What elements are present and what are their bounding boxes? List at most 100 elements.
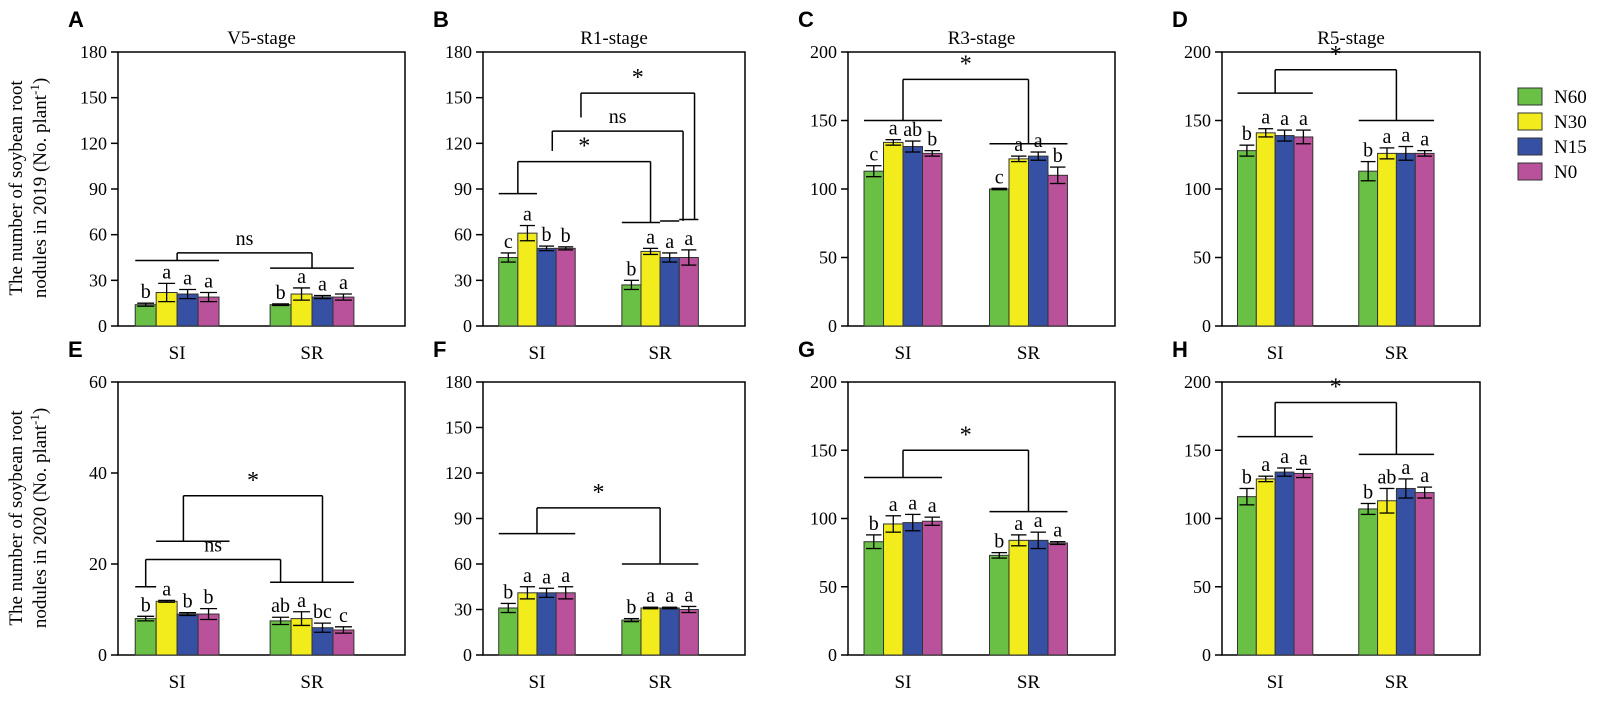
bar-SI-N60: [1236, 150, 1257, 327]
y-tick-label: 180: [80, 42, 107, 62]
bar-SR-N60: [1358, 508, 1379, 656]
significance-letter: b: [503, 581, 513, 603]
y-axis-label-line1: The number of soybean root: [6, 80, 27, 296]
x-category-label: SI: [529, 672, 546, 693]
y-tick-label: 60: [454, 225, 472, 245]
significance-letter: a: [1383, 126, 1392, 148]
significance-letter: a: [665, 585, 674, 607]
significance-letter: a: [204, 271, 213, 293]
comparison-label: *: [1330, 374, 1342, 400]
x-category-label: SR: [300, 343, 324, 364]
significance-letter: a: [1053, 520, 1062, 542]
significance-letter: a: [523, 565, 532, 587]
significance-letter: a: [1420, 465, 1429, 487]
legend-label: N60: [1554, 87, 1587, 108]
x-category-label: SI: [169, 343, 186, 364]
significance-letter: c: [339, 605, 348, 627]
comparison-label: *: [593, 480, 605, 506]
panel-letter: H: [1172, 337, 1188, 362]
y-tick-label: 200: [810, 372, 837, 392]
significance-letter: b: [204, 587, 214, 609]
x-category-label: SR: [1017, 343, 1041, 364]
y-tick-label: 0: [1202, 316, 1211, 336]
significance-letter: a: [523, 204, 532, 226]
significance-letter: a: [1261, 454, 1270, 476]
bar-SI-N0: [921, 520, 943, 656]
bar-SR-N0: [678, 257, 699, 327]
y-axis-label-line1: The number of soybean root: [6, 410, 27, 626]
significance-letter: b: [927, 129, 937, 151]
bar-SI-N0: [555, 247, 576, 327]
significance-letter: a: [561, 565, 570, 587]
significance-letter: bc: [313, 601, 332, 623]
significance-letter: b: [542, 224, 552, 246]
comparison-label: *: [1330, 42, 1342, 68]
panel-letter: B: [433, 7, 449, 32]
comparison-label: *: [960, 51, 972, 77]
comparison-label: *: [960, 422, 972, 448]
y-tick-label: 50: [1193, 577, 1211, 597]
y-tick-label: 0: [98, 645, 107, 665]
comparison-label: ns: [204, 534, 222, 556]
y-tick-label: 60: [89, 372, 107, 392]
significance-letter: a: [665, 231, 674, 253]
y-tick-label: 120: [445, 463, 472, 483]
bar-SI-N15: [902, 522, 923, 656]
significance-letter: a: [1420, 129, 1429, 151]
y-tick-label: 0: [463, 316, 472, 336]
significance-letter: a: [183, 267, 192, 289]
panel-letter: C: [798, 7, 814, 32]
x-category-label: SR: [648, 672, 672, 693]
comparison-label: *: [632, 65, 644, 91]
bar-SI-N15: [902, 146, 923, 327]
legend-swatch-N30: [1517, 112, 1543, 131]
x-category-label: SR: [300, 672, 324, 693]
y-tick-label: 20: [89, 554, 107, 574]
significance-letter: c: [869, 144, 878, 166]
significance-letter: a: [297, 590, 306, 612]
significance-letter: a: [339, 272, 348, 294]
significance-letter: b: [183, 591, 193, 613]
panel-title: R1-stage: [580, 28, 648, 49]
comparison-label: *: [578, 134, 590, 160]
bar-SR-N15: [659, 257, 680, 327]
significance-letter: b: [141, 594, 151, 616]
significance-letter: a: [646, 585, 655, 607]
bar-SI-N15: [536, 247, 557, 327]
y-tick-label: 0: [463, 645, 472, 665]
plot-frame: [117, 51, 406, 327]
significance-letter: a: [684, 584, 693, 606]
significance-letter: b: [626, 258, 636, 280]
bar-SI-N30: [155, 600, 178, 656]
bar-SI-N15: [1274, 471, 1295, 656]
significance-letter: b: [141, 281, 151, 303]
bar-SI-N0: [555, 592, 576, 656]
bar-SR-N60: [989, 554, 1010, 656]
y-tick-label: 30: [454, 600, 472, 620]
y-tick-label: 40: [89, 463, 107, 483]
bar-SR-N60: [989, 188, 1010, 327]
y-tick-label: 200: [810, 42, 837, 62]
y-tick-label: 100: [810, 179, 837, 199]
y-tick-label: 90: [89, 179, 107, 199]
bar-SI-N15: [1274, 135, 1295, 327]
legend-swatch-N0: [1517, 162, 1543, 181]
bar-SR-N15: [1027, 155, 1049, 327]
bar-SI-N0: [1293, 136, 1314, 327]
significance-letter: a: [162, 578, 171, 600]
bar-SR-N60: [269, 304, 292, 327]
x-category-label: SI: [169, 672, 186, 693]
bar-SI-N60: [1236, 496, 1257, 656]
significance-letter: a: [1280, 446, 1289, 468]
y-tick-label: 200: [1184, 372, 1211, 392]
x-category-label: SI: [895, 343, 912, 364]
y-tick-label: 150: [1184, 440, 1211, 460]
x-category-label: SI: [1267, 672, 1284, 693]
y-tick-label: 50: [819, 248, 837, 268]
bar-SR-N60: [621, 284, 642, 327]
bar-SI-N0: [197, 613, 220, 656]
bar-SI-N15: [536, 592, 557, 656]
bar-SI-N60: [134, 618, 157, 656]
